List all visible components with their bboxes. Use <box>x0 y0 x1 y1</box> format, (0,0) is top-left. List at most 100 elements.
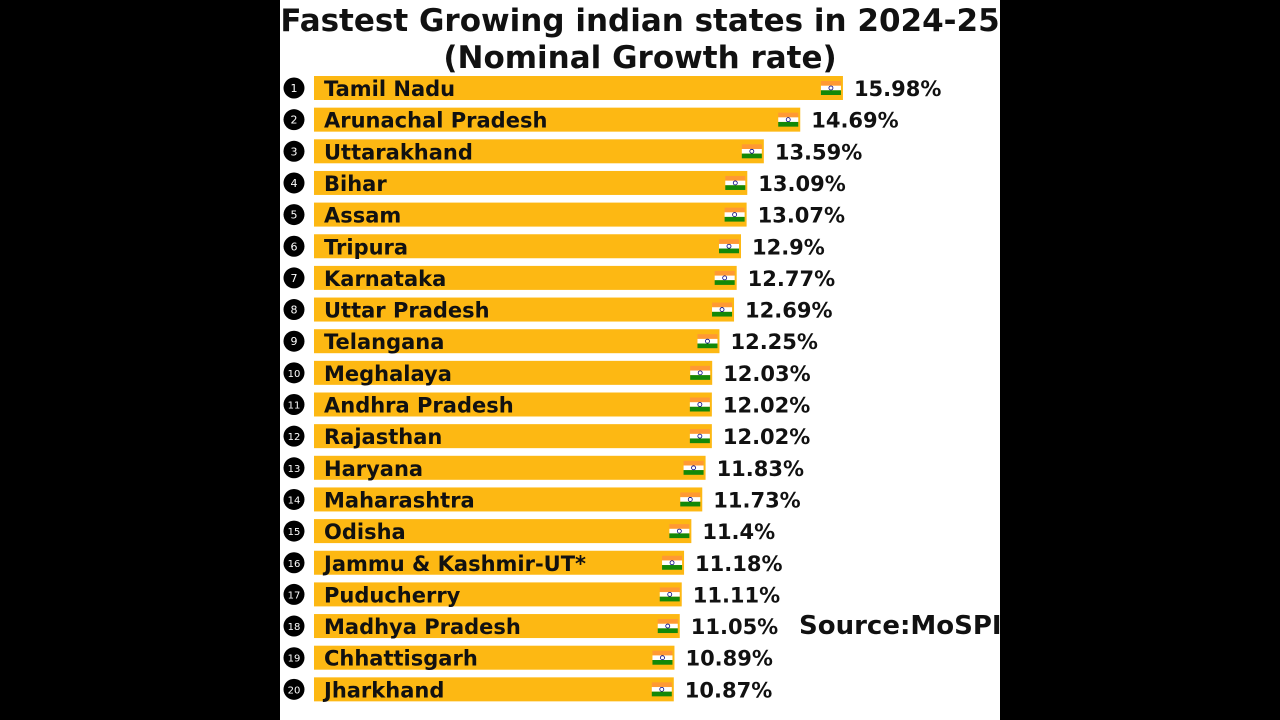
bar-value-label: 11.11% <box>693 583 780 607</box>
rank-badge: 14 <box>283 488 305 510</box>
rank-badge: 6 <box>283 235 305 257</box>
bar <box>314 614 680 639</box>
bar <box>314 202 747 227</box>
bar-category-label: Jammu & Kashmir-UT* <box>322 552 586 576</box>
bar-category-label: Andhra Pradesh <box>324 394 514 418</box>
india-flag-icon <box>659 587 680 602</box>
rank-badge: 9 <box>283 330 305 352</box>
bar-value-label: 12.03% <box>723 362 810 386</box>
rank-number: 16 <box>288 559 301 570</box>
bar <box>314 139 764 164</box>
rank-circle <box>283 457 305 479</box>
bar-value-label: 12.02% <box>723 425 810 449</box>
bar <box>314 297 735 322</box>
rank-number: 18 <box>288 622 301 633</box>
rank-circle <box>283 678 305 700</box>
bar <box>314 550 685 575</box>
india-flag-icon <box>662 555 683 570</box>
rank-badge: 1 <box>283 77 305 99</box>
rank-badge: 17 <box>283 583 305 605</box>
rank-number: 14 <box>288 495 301 506</box>
rank-badge: 13 <box>283 457 305 479</box>
bar <box>314 677 674 702</box>
rank-number: 6 <box>291 240 298 253</box>
india-flag-icon <box>714 270 735 285</box>
rank-circle <box>283 109 305 131</box>
india-flag-icon <box>651 682 672 697</box>
bar-category-label: Jharkhand <box>322 678 444 702</box>
rank-number: 20 <box>288 685 301 696</box>
india-flag-icon <box>741 144 762 159</box>
india-flag-icon <box>712 302 733 317</box>
bar-category-label: Assam <box>324 204 401 228</box>
rank-circle <box>283 172 305 194</box>
rank-number: 5 <box>291 209 298 222</box>
rank-number: 13 <box>288 464 301 475</box>
bar-value-label: 12.02% <box>723 394 810 418</box>
bar-category-label: Odisha <box>324 520 406 544</box>
india-flag-icon <box>657 619 678 634</box>
rank-circle <box>283 235 305 257</box>
rank-badge: 12 <box>283 425 305 447</box>
rank-number: 19 <box>288 654 301 665</box>
rank-badge: 11 <box>283 394 305 415</box>
rank-circle <box>283 615 305 637</box>
rank-badge: 18 <box>283 615 305 637</box>
bar <box>314 234 741 259</box>
bar-category-label: Karnataka <box>324 267 446 291</box>
bar-category-label: Bihar <box>324 172 387 196</box>
rank-badge: 20 <box>283 678 305 700</box>
rank-badge: 4 <box>283 172 305 194</box>
rank-badge: 3 <box>283 140 305 162</box>
bar-value-label: 14.69% <box>811 109 898 133</box>
rank-circle <box>283 77 305 99</box>
bar-category-label: Uttarakhand <box>324 140 473 164</box>
bar <box>314 392 712 417</box>
india-flag-icon <box>690 365 711 380</box>
bar-value-label: 15.98% <box>854 77 941 101</box>
rank-badge: 7 <box>283 267 305 289</box>
bar <box>314 487 703 512</box>
rank-number: 8 <box>291 304 298 317</box>
rank-number: 7 <box>291 272 298 285</box>
chart-title: Fastest Growing indian states in 2024-25 <box>280 3 1000 39</box>
bar-value-label: 12.9% <box>752 235 825 259</box>
rank-number: 1 <box>291 82 298 95</box>
rank-circle <box>283 299 305 321</box>
bar <box>314 329 720 354</box>
rank-number: 3 <box>291 145 298 158</box>
india-flag-icon <box>680 492 701 507</box>
rank-circle <box>283 204 305 226</box>
source-label: Source:MoSPI <box>799 611 1002 641</box>
india-flag-icon <box>683 460 704 475</box>
bar-category-label: Rajasthan <box>324 425 442 449</box>
bar-value-label: 11.83% <box>717 457 804 481</box>
bar <box>314 519 692 544</box>
bar-category-label: Chhattisgarh <box>324 647 478 671</box>
bar-value-label: 11.73% <box>713 488 800 512</box>
bar <box>314 265 737 290</box>
bar-category-label: Telangana <box>324 330 444 354</box>
bar <box>314 424 712 449</box>
rank-circle <box>283 140 305 162</box>
bar-value-label: 13.59% <box>775 140 862 164</box>
rank-circle <box>283 267 305 289</box>
chart-subtitle: (Nominal Growth rate) <box>443 40 837 76</box>
bar <box>314 582 682 607</box>
rank-number: 12 <box>288 432 301 443</box>
rank-circle <box>283 583 305 605</box>
rank-badge: 16 <box>283 552 305 574</box>
rank-circle <box>283 362 305 384</box>
india-flag-icon <box>652 650 673 665</box>
rank-number: 2 <box>291 114 298 127</box>
bar-category-label: Madhya Pradesh <box>324 615 521 639</box>
bar-value-label: 10.89% <box>685 647 772 671</box>
rank-circle <box>283 488 305 510</box>
rank-circle <box>283 520 305 542</box>
india-flag-icon <box>718 239 739 254</box>
bar <box>314 360 713 385</box>
rank-number: 9 <box>291 335 298 348</box>
bar-category-label: Uttar Pradesh <box>324 299 490 323</box>
bar <box>314 107 801 132</box>
bar-value-label: 11.05% <box>691 615 778 639</box>
